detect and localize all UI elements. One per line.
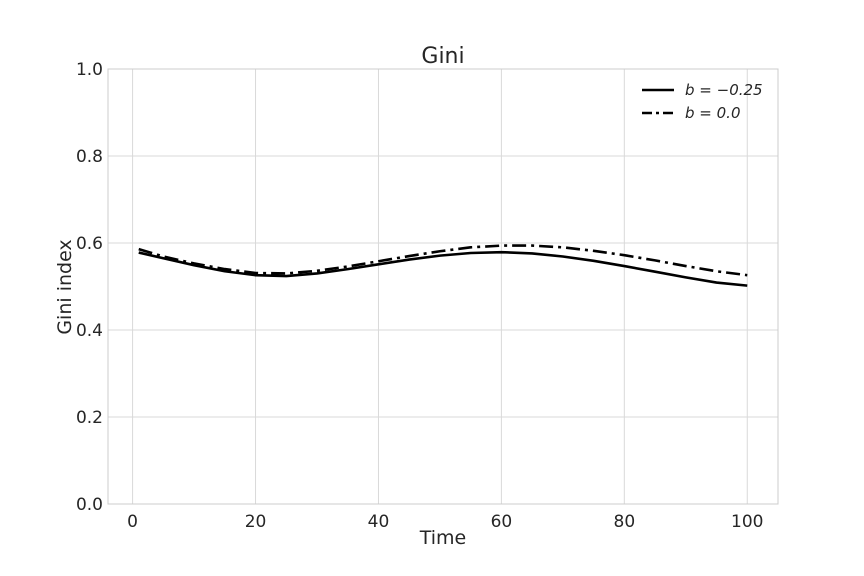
grid-lines — [108, 68, 778, 505]
tick-labels: 0 20 40 60 80 100 0.0 0.2 0.4 0.6 0.8 1.0 — [76, 60, 764, 532]
chart-title: Gini — [421, 44, 464, 69]
x-tick-label: 0 — [127, 512, 138, 532]
series-lines — [138, 244, 748, 287]
y-tick-label: 0.8 — [76, 147, 103, 167]
x-tick-label: 40 — [368, 512, 390, 532]
x-tick-label: 60 — [491, 512, 513, 532]
x-tick-label: 100 — [731, 512, 763, 532]
y-tick-label: 0.4 — [76, 321, 103, 341]
y-tick-label: 0.6 — [76, 234, 103, 254]
y-tick-label: 1.0 — [76, 60, 103, 80]
x-tick-label: 20 — [245, 512, 267, 532]
y-tick-label: 0.0 — [76, 495, 103, 515]
legend-label: b = 0.0 — [685, 104, 740, 122]
legend: b = −0.25 b = 0.0 — [642, 81, 763, 122]
x-axis-label: Time — [419, 527, 467, 549]
y-tick-label: 0.2 — [76, 408, 103, 428]
x-tick-label: 80 — [614, 512, 636, 532]
series-line-1 — [138, 244, 748, 277]
legend-label: b = −0.25 — [685, 81, 763, 99]
series-line-0 — [138, 250, 748, 287]
y-axis-label: Gini index — [54, 239, 76, 334]
plot-frame — [107, 68, 779, 505]
